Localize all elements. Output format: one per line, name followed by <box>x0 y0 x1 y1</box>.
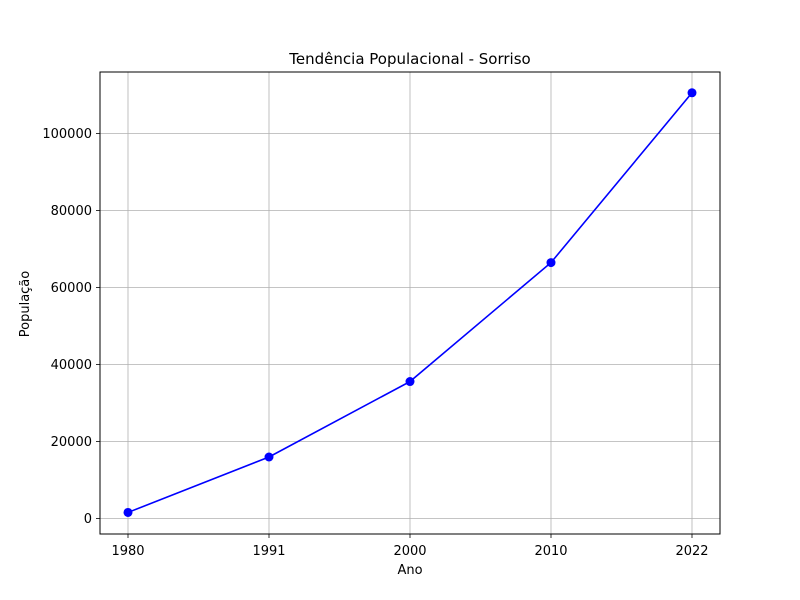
data-point-1980 <box>123 507 133 517</box>
x-tick-label: 1991 <box>252 544 285 559</box>
x-tick-label: 1980 <box>111 544 144 559</box>
y-tick-label: 100000 <box>42 127 92 142</box>
y-axis-label: População <box>18 271 33 338</box>
y-tick-label: 80000 <box>51 204 92 219</box>
chart-title: Tendência Populacional - Sorriso <box>288 50 530 68</box>
grid-lines <box>100 72 720 534</box>
x-axis: 1980 1991 2000 2010 2022 <box>111 534 709 559</box>
x-tick-label: 2000 <box>393 544 426 559</box>
x-tick-label: 2010 <box>534 544 567 559</box>
data-point-2000 <box>405 377 415 387</box>
x-tick-label: 2022 <box>675 544 708 559</box>
y-axis: 0 20000 40000 60000 80000 100000 <box>42 127 100 527</box>
y-tick-label: 40000 <box>51 358 92 373</box>
x-axis-label: Ano <box>397 563 422 578</box>
series-layer <box>123 88 697 517</box>
data-point-2022 <box>687 88 697 98</box>
data-point-2010 <box>546 258 556 268</box>
y-tick-label: 20000 <box>51 435 92 450</box>
data-point-1991 <box>264 452 274 462</box>
y-tick-label: 0 <box>84 512 92 527</box>
y-tick-label: 60000 <box>51 281 92 296</box>
